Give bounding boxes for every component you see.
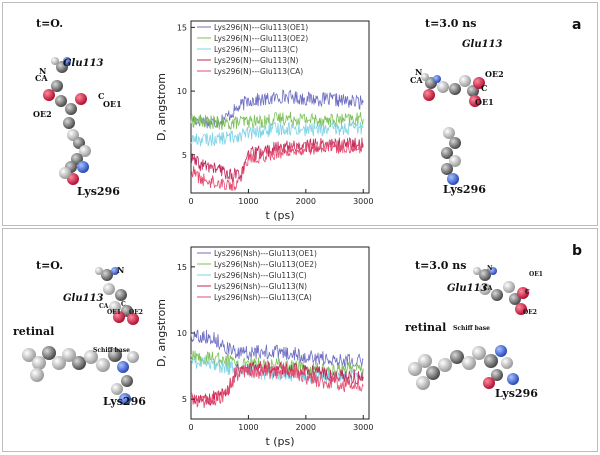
y-tick-label: 10 — [177, 329, 187, 338]
legend-entry: Lys296(Nsh)---Glu113(OE2) — [214, 260, 317, 269]
distance-chart: 0 1000 2000 3000 5 10 15 t (ps) D, angstrom Lys29… — [155, 20, 373, 222]
atom-label: OE1 — [103, 99, 122, 109]
molecule-left-a — [43, 57, 91, 185]
x-axis-label: t (ps) — [265, 435, 294, 448]
y-tick-label: 10 — [177, 87, 187, 96]
series-line — [190, 111, 364, 130]
legend-entry: Lys296(Nsh)---Glu113(C) — [214, 271, 307, 280]
atom-label: N — [415, 67, 423, 77]
residue-label-left: Glu113 — [63, 293, 104, 304]
atom-label: OE2 — [33, 109, 52, 119]
x-tick-label: 3000 — [353, 423, 373, 432]
atom-label: N — [487, 265, 493, 272]
lys-label-right: Lys296 — [443, 183, 486, 196]
distance-chart: 0 1000 2000 3000 5 10 15 t (ps) D, angstrom Lys29… — [155, 246, 373, 448]
legend-entry: Lys296(N)---Glu113(N) — [214, 56, 299, 65]
residue-label-right: Glu113 — [447, 283, 488, 294]
atom-label: N — [117, 265, 125, 275]
molecule-left-b — [22, 267, 139, 405]
time-label-right: t=3.0 ns — [415, 259, 467, 272]
y-tick-label: 15 — [177, 263, 187, 272]
panel-letter: a — [572, 17, 582, 33]
atom-label: C — [481, 83, 488, 93]
y-tick-label: 5 — [182, 395, 187, 404]
atom-label: CA — [410, 75, 423, 85]
lys-label-right: Lys296 — [495, 387, 538, 400]
atom-label: C — [121, 301, 126, 308]
atom-label: C — [98, 91, 105, 101]
y-axis-label: D, angstrom — [155, 73, 168, 141]
atom-label: OE2 — [129, 309, 143, 316]
x-axis-label: t (ps) — [265, 209, 294, 222]
x-tick-label: 2000 — [296, 423, 316, 432]
plot-frame — [190, 20, 370, 194]
atom-label: OE2 — [485, 69, 504, 79]
legend-entry: Lys296(Nsh)---Glu113(OE1) — [214, 249, 317, 258]
panel-letter: b — [572, 243, 583, 259]
y-tick-label: 15 — [177, 23, 187, 32]
retinal-label-right: retinal — [405, 321, 447, 334]
atom-label: OE1 — [107, 309, 121, 316]
atom-label: C — [525, 289, 530, 296]
time-label-right: t=3.0 ns — [425, 17, 477, 30]
legend-entry: Lys296(N)---Glu113(C) — [214, 45, 298, 54]
legend-entry: Lys296(N)---Glu113(OE2) — [214, 34, 308, 43]
panel-a: a t=O. t=3.0 ns Glu113 N CA C OE1 OE2 Ly… — [2, 2, 598, 226]
plot-frame — [190, 246, 370, 420]
series-line — [190, 139, 364, 192]
atom-label: N — [39, 66, 47, 76]
y-axis-label: D, angstrom — [155, 299, 168, 367]
lys-label-left: Lys296 — [77, 185, 120, 198]
atom-label: OE2 — [523, 309, 537, 316]
legend-entry: Lys296(Nsh)---Glu113(CA) — [214, 293, 312, 302]
x-tick-label: 3000 — [353, 197, 373, 206]
atom-label: CA — [99, 303, 109, 310]
legend-entry: Lys296(N)---Glu113(CA) — [214, 67, 303, 76]
x-tick-label: 2000 — [296, 197, 316, 206]
legend-entry: Lys296(N)---Glu113(OE1) — [214, 23, 308, 32]
molecule-right-a — [421, 73, 485, 185]
series-line — [190, 120, 364, 147]
atom-label: CA — [35, 73, 48, 83]
atom-label: OE1 — [475, 97, 494, 107]
residue-label-right: Glu113 — [462, 39, 503, 50]
time-label-left: t=O. — [36, 17, 64, 30]
atom-label: CA — [483, 285, 493, 292]
legend-entry: Lys296(Nsh)---Glu113(N) — [214, 282, 307, 291]
panel-b: b t=O. t=3.0 ns N Glu113 CA OE1 OE2 C Sc… — [2, 228, 598, 452]
series-line — [190, 364, 364, 409]
schiff-base-label: Schiff base — [93, 347, 130, 354]
schiff-base-label: Schiff base — [453, 325, 490, 332]
y-tick-label: 5 — [182, 151, 187, 160]
series-line — [190, 329, 364, 367]
atom-label: OE1 — [529, 271, 543, 278]
molecule-right-b — [408, 267, 529, 390]
x-tick-label: 1000 — [238, 423, 258, 432]
x-tick-label: 0 — [188, 197, 193, 206]
time-label-left: t=O. — [36, 259, 64, 272]
residue-label-left: Glu113 — [63, 58, 104, 69]
lys-label-left: Lys296 — [103, 395, 146, 408]
x-tick-label: 1000 — [238, 197, 258, 206]
x-tick-label: 0 — [188, 423, 193, 432]
retinal-label-left: retinal — [13, 325, 55, 338]
